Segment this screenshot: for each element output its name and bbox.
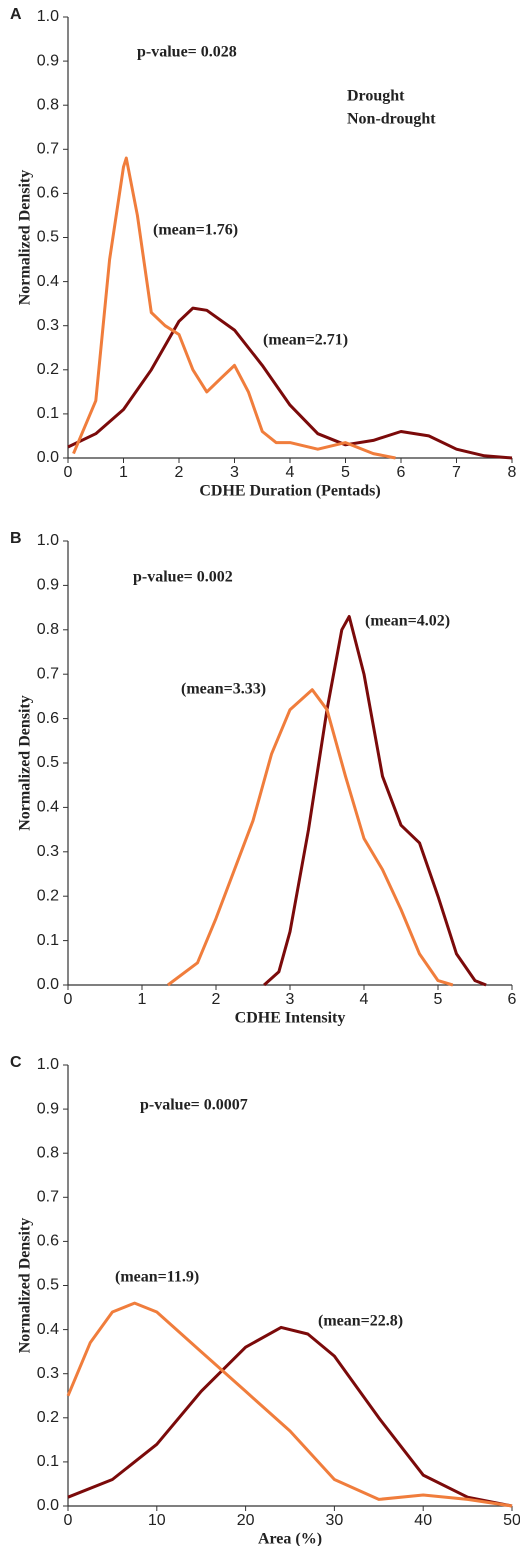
mean-label: (mean=3.33) [181,681,266,698]
y-tick-label: 0.7 [37,1189,59,1206]
y-tick-label: 1.0 [37,8,59,25]
legend-entry: Drought [347,88,405,105]
x-tick-label: 1 [138,991,147,1008]
y-tick-label: 0.6 [37,185,59,202]
x-tick-label: 40 [414,1512,432,1529]
y-tick-label: 0.2 [37,887,59,904]
y-tick-label: 0.0 [37,976,59,993]
y-tick-label: 0.8 [37,1144,59,1161]
density-line [263,615,487,987]
p-value: p-value= 0.028 [137,44,237,61]
y-tick-label: 0.6 [37,710,59,727]
x-tick-label: 8 [508,464,517,481]
y-tick-label: 0.3 [37,1365,59,1382]
y-tick-label: 0.2 [37,361,59,378]
x-axis-label: Area (%) [258,1531,322,1546]
y-tick-label: 0.9 [37,52,59,69]
mean-label: (mean=22.8) [318,1313,403,1330]
x-tick-label: 10 [148,1512,166,1529]
y-tick-label: 0.5 [37,229,59,246]
panel-label: C [10,1054,22,1071]
x-tick-label: 2 [212,991,221,1008]
x-tick-label: 20 [237,1512,255,1529]
x-tick-label: 0 [64,1512,73,1529]
y-axis-label: Normalized Density [17,695,34,831]
x-tick-label: 5 [434,991,443,1008]
p-value: p-value= 0.002 [133,569,233,586]
y-tick-label: 0.5 [37,1277,59,1294]
y-tick-label: 0.4 [37,799,59,816]
x-axis-label: CDHE Duration (Pentads) [199,483,380,500]
x-tick-label: 1 [119,464,128,481]
density-line [67,1325,513,1508]
x-tick-label: 30 [326,1512,344,1529]
panel-label: B [10,530,22,547]
mean-label: (mean=1.76) [153,222,238,239]
y-tick-label: 0.5 [37,754,59,771]
y-tick-label: 0.8 [37,96,59,113]
y-axis-label: Normalized Density [17,1218,34,1354]
y-tick-label: 0.6 [37,1233,59,1250]
y-tick-label: 1.0 [37,1056,59,1073]
x-tick-label: 7 [452,464,461,481]
y-tick-label: 1.0 [37,532,59,549]
y-tick-label: 0.3 [37,843,59,860]
p-value: p-value= 0.0007 [140,1097,248,1114]
y-tick-label: 0.4 [37,1321,59,1338]
y-tick-label: 0.0 [37,449,59,466]
y-axis-label: Normalized Density [17,170,34,306]
density-line [167,688,454,987]
legend-entry: Non-drought [347,111,436,128]
x-tick-label: 5 [341,464,350,481]
y-tick-label: 0.2 [37,1409,59,1426]
mean-label: (mean=11.9) [115,1269,199,1286]
x-tick-label: 4 [360,991,369,1008]
y-tick-label: 0.7 [37,665,59,682]
density-line [67,306,513,460]
x-tick-label: 3 [230,464,239,481]
density-line [66,1301,513,1508]
y-tick-label: 0.8 [37,621,59,638]
x-axis-label: CDHE Intensity [235,1010,346,1027]
mean-label: (mean=4.02) [365,613,450,630]
y-tick-label: 0.1 [37,405,59,422]
panel-label: A [10,6,22,23]
y-tick-label: 0.0 [37,1497,59,1514]
mean-label: (mean=2.71) [263,332,348,349]
y-tick-label: 0.7 [37,141,59,158]
y-tick-label: 0.3 [37,317,59,334]
x-tick-label: 50 [503,1512,520,1529]
y-tick-label: 0.1 [37,932,59,949]
x-tick-label: 0 [64,464,73,481]
y-tick-label: 0.9 [37,577,59,594]
density-line [72,156,396,460]
x-tick-label: 0 [64,991,73,1008]
y-tick-label: 0.9 [37,1100,59,1117]
x-tick-label: 6 [508,991,517,1008]
x-tick-label: 3 [286,991,295,1008]
y-tick-label: 0.1 [37,1453,59,1470]
x-tick-label: 6 [397,464,406,481]
y-tick-label: 0.4 [37,273,59,290]
x-tick-label: 4 [286,464,295,481]
x-tick-label: 2 [175,464,184,481]
